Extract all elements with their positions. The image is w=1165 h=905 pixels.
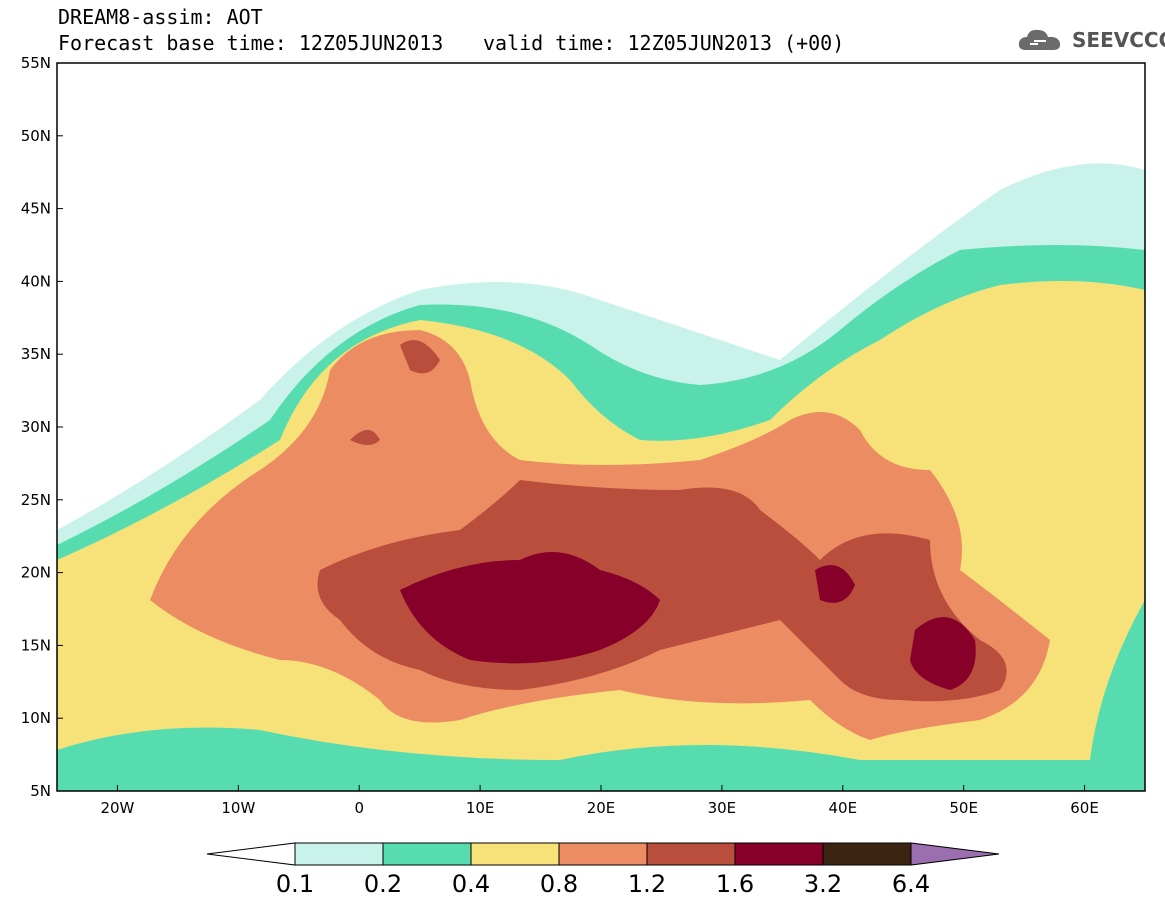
lon-tick-label: 10E <box>466 799 495 817</box>
lat-tick-label: 45N <box>21 200 51 218</box>
colorbar-label: 1.6 <box>715 870 755 898</box>
colorbar-label: 0.1 <box>275 870 315 898</box>
lat-tick-label: 25N <box>21 491 51 509</box>
lat-tick-label: 55N <box>21 54 51 72</box>
colorbar-label: 0.8 <box>539 870 579 898</box>
lat-tick-label: 35N <box>21 345 51 363</box>
aot-field <box>57 63 1145 791</box>
lat-tick-label: 15N <box>21 636 51 654</box>
lon-tick-label: 0 <box>354 799 364 817</box>
aot-contour-1.6 <box>400 552 660 664</box>
colorbar-under-arrow <box>206 842 296 866</box>
colorbar-segment <box>822 842 912 866</box>
colorbar <box>206 842 1000 866</box>
cloud-icon <box>1018 29 1061 50</box>
aot-contour-1.2-nw <box>350 340 440 445</box>
aot-contour-1.6-east <box>815 565 976 690</box>
colorbar-segment <box>646 842 736 866</box>
lon-tick-label: 60E <box>1070 799 1099 817</box>
colorbar-segment <box>558 842 648 866</box>
colorbar-segment <box>382 842 472 866</box>
map-title: DREAM8-assim: AOT <box>58 5 263 29</box>
colorbar-segment <box>734 842 824 866</box>
lon-tick-label: 10W <box>221 799 255 817</box>
valid-time: valid time: 12Z05JUN2013 (+00) <box>483 31 845 55</box>
lon-axis: 20W 10W 0 10E 20E 30E 40E 50E 60E <box>100 785 1099 817</box>
lat-tick-label: 5N <box>30 782 51 800</box>
lat-tick-label: 40N <box>21 272 51 290</box>
lat-tick-label: 30N <box>21 418 51 436</box>
colorbar-segment <box>470 842 560 866</box>
lon-tick-label: 20E <box>587 799 616 817</box>
lon-tick-label: 30E <box>708 799 737 817</box>
colorbar-label: 1.2 <box>627 870 667 898</box>
logo-text: SEEVCCC <box>1072 28 1165 52</box>
colorbar-label: 0.2 <box>363 870 403 898</box>
lat-tick-label: 20N <box>21 564 51 582</box>
lat-tick-label: 10N <box>21 709 51 727</box>
lon-tick-label: 20W <box>100 799 134 817</box>
colorbar-label: 6.4 <box>891 870 931 898</box>
lon-tick-label: 40E <box>828 799 857 817</box>
colorbar-segment <box>294 842 384 866</box>
colorbar-label: 0.4 <box>451 870 491 898</box>
colorbar-over-arrow <box>910 842 1000 866</box>
lon-tick-label: 50E <box>949 799 978 817</box>
colorbar-label: 3.2 <box>803 870 843 898</box>
forecast-base-time: Forecast base time: 12Z05JUN2013 <box>58 31 444 55</box>
lat-tick-label: 50N <box>21 127 51 145</box>
lat-axis: 5N 10N 15N 20N 25N 30N 35N 40N 45N 50N 55N <box>21 54 63 800</box>
